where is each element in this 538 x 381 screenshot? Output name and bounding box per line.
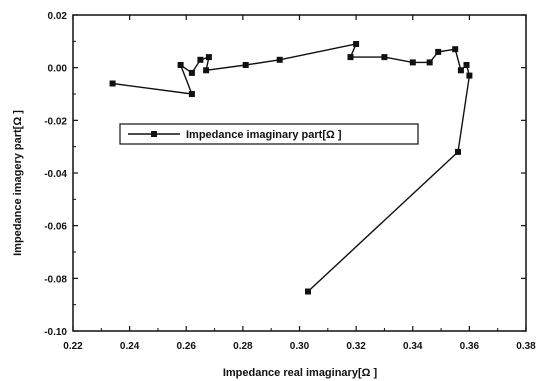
x-tick-label: 0.32 [346, 341, 366, 352]
x-tick-label: 0.28 [233, 341, 253, 352]
x-tick-label: 0.36 [460, 341, 480, 352]
y-tick-label: 0.00 [48, 64, 68, 75]
data-series [109, 41, 473, 295]
legend-box [119, 123, 419, 145]
data-point [457, 67, 464, 74]
data-point [203, 67, 210, 74]
data-point [188, 69, 195, 76]
data-point [242, 62, 249, 68]
x-tick-label: 0.38 [516, 341, 536, 352]
data-point [205, 54, 212, 61]
x-tick-label: 0.26 [177, 341, 197, 352]
data-point [409, 59, 416, 66]
data-point [452, 46, 459, 53]
x-axis-label: Impedance real imaginary[Ω ] [223, 367, 378, 379]
data-point [435, 48, 442, 55]
legend-label: Impedance imaginary part[Ω ] [186, 129, 342, 141]
y-tick-label: -0.02 [44, 116, 67, 127]
data-point [305, 288, 311, 295]
data-point [426, 59, 433, 66]
data-point [353, 41, 360, 47]
legend: Impedance imaginary part[Ω ] [119, 123, 419, 145]
x-tick-label: 0.24 [120, 341, 140, 352]
data-point [188, 91, 195, 97]
data-point [109, 80, 116, 87]
data-point [463, 62, 470, 68]
y-tick-label: -0.10 [44, 327, 67, 338]
data-point [276, 56, 283, 63]
data-point [197, 56, 204, 63]
x-tick-label: 0.30 [290, 341, 310, 352]
x-tick-label: 0.34 [403, 341, 423, 352]
axis-ticks: 0.22 0.24 0.26 0.28 0.30 0.32 0.34 0.36 0.38 0.02… [44, 11, 536, 352]
y-tick-label: 0.02 [48, 11, 68, 22]
legend-marker [151, 131, 157, 137]
data-point [466, 72, 473, 79]
y-tick-label: -0.04 [44, 169, 67, 180]
data-point [177, 62, 184, 68]
x-tick-label: 0.22 [63, 341, 83, 352]
series-line [112, 43, 471, 293]
data-point [347, 54, 354, 61]
data-point [381, 54, 388, 61]
y-tick-label: -0.06 [44, 222, 67, 233]
data-point [455, 148, 461, 155]
y-tick-label: -0.08 [44, 274, 67, 285]
y-axis-label: Impedance imagery part[Ω ] [12, 110, 24, 256]
